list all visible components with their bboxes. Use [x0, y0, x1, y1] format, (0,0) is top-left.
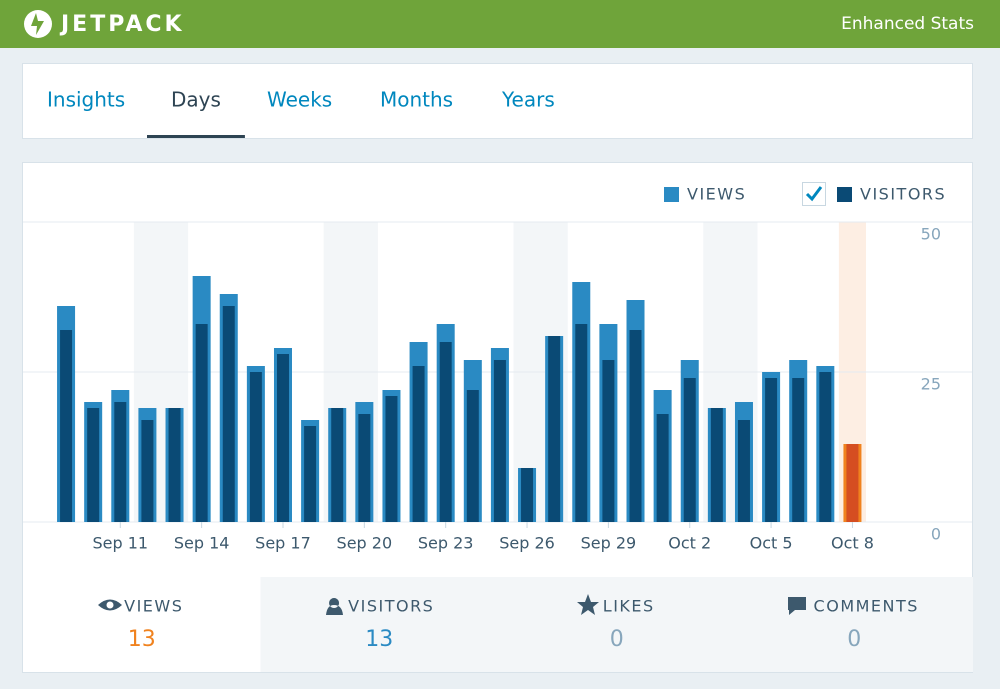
y-tick-label: 25: [921, 375, 941, 394]
visitors-bar[interactable]: [629, 330, 642, 522]
visitors-bar[interactable]: [249, 372, 262, 522]
summary-label: VISITORS: [348, 597, 434, 616]
x-tick-label: Sep 23: [418, 534, 474, 553]
summary-icon: [326, 598, 343, 615]
visitors-bar[interactable]: [276, 354, 289, 522]
visitors-bar[interactable]: [358, 414, 371, 522]
x-tick-label: Sep 17: [255, 534, 311, 553]
visitors-bar[interactable]: [656, 414, 669, 522]
summary-cell[interactable]: [735, 577, 974, 672]
legend-swatch: [664, 187, 679, 202]
logo-bolt: [31, 13, 44, 35]
x-tick-label: Sep 14: [174, 534, 230, 553]
summary-value: 0: [610, 627, 624, 652]
tabs-card: [22, 63, 973, 139]
summary-cell[interactable]: [498, 577, 736, 672]
visitors-bar[interactable]: [466, 390, 479, 522]
visitors-bar[interactable]: [222, 306, 235, 522]
x-tick-label: Oct 2: [668, 534, 711, 553]
visitors-bar[interactable]: [602, 360, 615, 522]
visitors-bar[interactable]: [195, 324, 208, 522]
summary-cell[interactable]: [260, 577, 499, 672]
y-tick-label: 50: [921, 225, 941, 244]
tab[interactable]: Days: [171, 88, 221, 112]
legend-swatch: [837, 187, 852, 202]
summary-icon-pupil: [106, 601, 114, 609]
summary-value: 13: [128, 627, 156, 652]
visitors-bar[interactable]: [60, 330, 73, 522]
tab[interactable]: Weeks: [267, 88, 332, 112]
summary-cell[interactable]: [23, 577, 261, 672]
x-tick-label: Sep 26: [499, 534, 555, 553]
tab-underline: [147, 135, 245, 138]
summary-icon: [577, 594, 599, 615]
tab[interactable]: Years: [501, 88, 555, 112]
visitors-bar[interactable]: [493, 360, 506, 522]
x-tick-label: Oct 5: [750, 534, 793, 553]
visitors-bar[interactable]: [819, 372, 832, 522]
x-tick-label: Oct 8: [831, 534, 874, 553]
visitors-bar[interactable]: [385, 396, 398, 522]
header-title: Enhanced Stats: [841, 14, 974, 34]
tab[interactable]: Months: [380, 88, 453, 112]
tab[interactable]: Insights: [47, 88, 125, 112]
visitors-bar[interactable]: [737, 420, 750, 522]
brand: JETPACK: [59, 12, 185, 37]
legend-label: VIEWS: [687, 185, 746, 204]
summary-label: VIEWS: [124, 597, 183, 616]
summary-label: COMMENTS: [814, 597, 919, 616]
summary-icon: [788, 597, 806, 615]
visitors-bar[interactable]: [331, 408, 344, 522]
x-tick-label: Sep 20: [337, 534, 393, 553]
visitors-bar[interactable]: [168, 408, 181, 522]
visitors-bar[interactable]: [141, 420, 154, 522]
checkmark: [805, 186, 823, 202]
summary-label: LIKES: [603, 597, 655, 616]
visitors-bar[interactable]: [792, 378, 805, 522]
x-tick-label: Sep 11: [92, 534, 148, 553]
x-tick-label: Sep 29: [581, 534, 637, 553]
visitors-bar[interactable]: [683, 378, 696, 522]
visitors-bar[interactable]: [575, 324, 588, 522]
visitors-bar[interactable]: [87, 408, 100, 522]
visitors-bar[interactable]: [412, 366, 425, 522]
header-bar: [0, 0, 1000, 48]
visitors-bar[interactable]: [548, 336, 561, 522]
y-tick-label: 0: [931, 525, 941, 544]
visitors-bar[interactable]: [439, 342, 452, 522]
summary-value: 13: [365, 627, 393, 652]
summary-value: 0: [847, 627, 861, 652]
visitors-bar[interactable]: [521, 468, 534, 522]
visitors-bar[interactable]: [304, 426, 317, 522]
visitors-bar[interactable]: [846, 444, 859, 522]
legend-label: VISITORS: [860, 185, 946, 204]
visitors-bar[interactable]: [765, 378, 778, 522]
visitors-bar[interactable]: [710, 408, 723, 522]
visitors-bar[interactable]: [114, 402, 127, 522]
